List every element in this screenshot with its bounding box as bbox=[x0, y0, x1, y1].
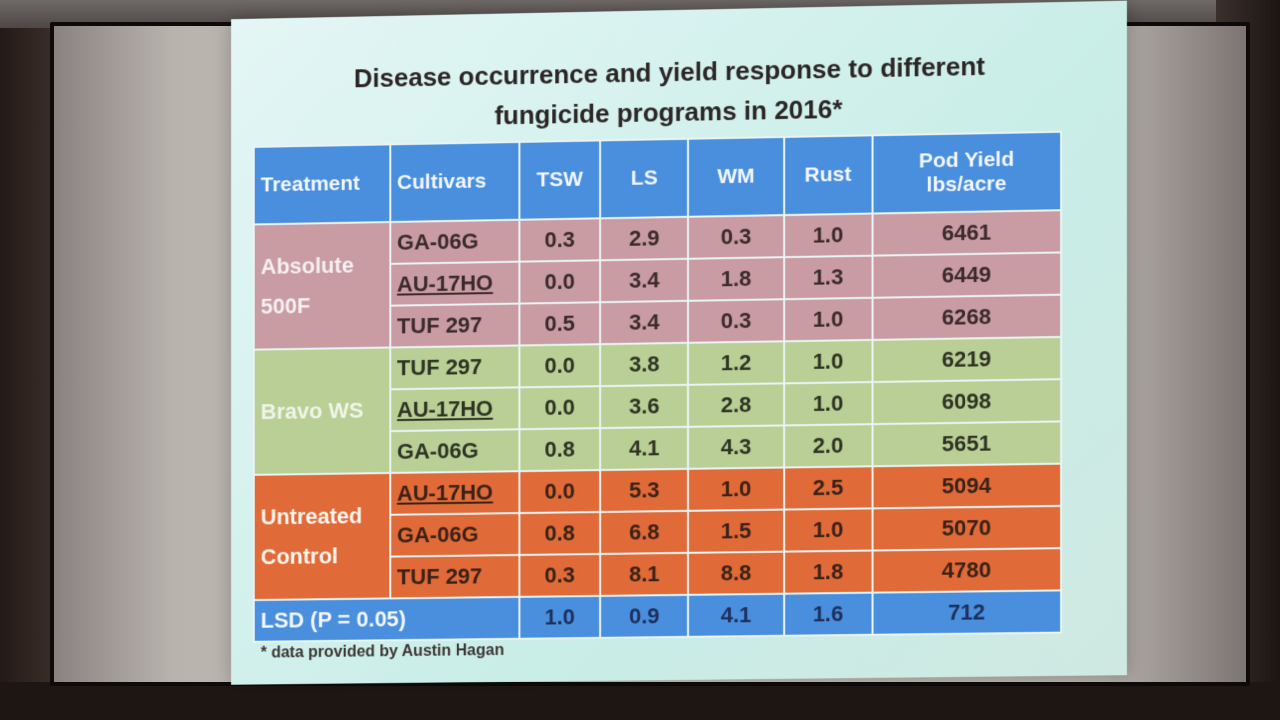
treatment-label-line1: Untreated bbox=[261, 496, 389, 537]
wm-cell: 1.0 bbox=[688, 468, 784, 511]
cultivar-cell: GA-06G bbox=[390, 220, 519, 264]
lsd-wm: 4.1 bbox=[688, 594, 784, 637]
lsd-ls: 0.9 bbox=[601, 595, 689, 638]
lsd-row: LSD (P = 0.05) 1.0 0.9 4.1 1.6 712 bbox=[254, 590, 1061, 641]
yield-cell: 6098 bbox=[872, 379, 1061, 424]
header-pod-yield-line1: Pod Yield bbox=[873, 147, 1060, 175]
tsw-cell: 0.3 bbox=[519, 554, 600, 597]
tsw-cell: 0.0 bbox=[519, 386, 600, 429]
tsw-cell: 0.8 bbox=[519, 512, 600, 555]
cultivar-cell: GA-06G bbox=[390, 513, 519, 557]
footnote: * data provided by Austin Hagan bbox=[261, 642, 504, 663]
yield-cell: 6461 bbox=[872, 210, 1061, 255]
ls-cell: 8.1 bbox=[601, 553, 689, 596]
treatment-cell-absolute: Absolute 500F bbox=[254, 222, 390, 350]
header-treatment: Treatment bbox=[254, 144, 390, 224]
header-cultivars: Cultivars bbox=[390, 142, 519, 222]
cultivar-cell: TUF 297 bbox=[390, 304, 519, 348]
ls-cell: 3.4 bbox=[601, 301, 689, 344]
header-row: Treatment Cultivars TSW LS WM Rust Pod Y… bbox=[254, 132, 1061, 225]
wm-cell: 4.3 bbox=[688, 425, 784, 468]
tsw-cell: 0.3 bbox=[519, 218, 600, 261]
cultivar-cell: AU-17HO bbox=[390, 471, 519, 515]
projected-slide: Disease occurrence and yield response to… bbox=[231, 1, 1127, 685]
treatment-label-line1: Bravo WS bbox=[261, 390, 389, 432]
treatment-cell-untreated: Untreated Control bbox=[254, 473, 390, 600]
header-tsw: TSW bbox=[519, 140, 600, 219]
wm-cell: 1.2 bbox=[688, 341, 784, 385]
wm-cell: 1.5 bbox=[688, 510, 784, 553]
ls-cell: 6.8 bbox=[601, 511, 689, 554]
cultivar-cell: TUF 297 bbox=[390, 555, 519, 598]
rust-cell: 1.8 bbox=[784, 551, 872, 594]
header-wm: WM bbox=[688, 137, 784, 217]
rust-cell: 1.0 bbox=[784, 508, 872, 551]
slide-title: Disease occurrence and yield response to… bbox=[271, 44, 1071, 140]
yield-cell: 5070 bbox=[872, 506, 1061, 551]
wm-cell: 1.8 bbox=[688, 257, 784, 301]
ls-cell: 2.9 bbox=[601, 217, 689, 260]
cultivar-cell: TUF 297 bbox=[390, 345, 519, 389]
header-pod-yield: Pod Yield lbs/acre bbox=[872, 132, 1061, 214]
fungicide-table: Treatment Cultivars TSW LS WM Rust Pod Y… bbox=[253, 131, 1062, 643]
ls-cell: 3.8 bbox=[601, 343, 689, 386]
ls-cell: 4.1 bbox=[601, 427, 689, 470]
rust-cell: 1.0 bbox=[784, 298, 872, 342]
yield-cell: 4780 bbox=[872, 548, 1061, 593]
tsw-cell: 0.0 bbox=[519, 344, 600, 387]
wm-cell: 2.8 bbox=[688, 383, 784, 426]
yield-cell: 6449 bbox=[872, 252, 1061, 297]
header-ls: LS bbox=[601, 139, 689, 219]
yield-cell: 6268 bbox=[872, 295, 1061, 340]
tsw-cell: 0.0 bbox=[519, 260, 600, 303]
wm-cell: 0.3 bbox=[688, 215, 784, 259]
tsw-cell: 0.8 bbox=[519, 428, 600, 471]
treatment-label-line1: Absolute bbox=[261, 245, 389, 287]
cultivar-cell: GA-06G bbox=[390, 429, 519, 473]
rust-cell: 1.0 bbox=[784, 382, 872, 425]
lsd-tsw: 1.0 bbox=[519, 596, 600, 639]
cultivar-cell: AU-17HO bbox=[390, 387, 519, 431]
wm-cell: 0.3 bbox=[688, 299, 784, 343]
lsd-rust: 1.6 bbox=[784, 593, 872, 636]
rust-cell: 1.3 bbox=[784, 256, 872, 300]
treatment-label-line2: Control bbox=[261, 536, 389, 577]
yield-cell: 5651 bbox=[872, 421, 1061, 466]
rust-cell: 1.0 bbox=[784, 340, 872, 383]
header-pod-yield-line2: lbs/acre bbox=[873, 171, 1060, 198]
header-rust: Rust bbox=[784, 135, 872, 215]
wm-cell: 8.8 bbox=[688, 552, 784, 595]
lsd-label: LSD (P = 0.05) bbox=[254, 597, 519, 642]
yield-cell: 5094 bbox=[872, 464, 1061, 509]
tsw-cell: 0.5 bbox=[519, 302, 600, 345]
treatment-cell-bravo: Bravo WS bbox=[254, 348, 390, 475]
rust-cell: 1.0 bbox=[784, 214, 872, 258]
tsw-cell: 0.0 bbox=[519, 470, 600, 513]
room-floor bbox=[0, 682, 1280, 720]
rust-cell: 2.5 bbox=[784, 466, 872, 509]
yield-cell: 6219 bbox=[872, 337, 1061, 382]
ls-cell: 5.3 bbox=[601, 469, 689, 512]
ls-cell: 3.4 bbox=[601, 259, 689, 302]
cultivar-cell: AU-17HO bbox=[390, 262, 519, 306]
ls-cell: 3.6 bbox=[601, 385, 689, 428]
rust-cell: 2.0 bbox=[784, 424, 872, 467]
lsd-yield: 712 bbox=[872, 590, 1061, 634]
treatment-label-line2: 500F bbox=[261, 285, 389, 327]
